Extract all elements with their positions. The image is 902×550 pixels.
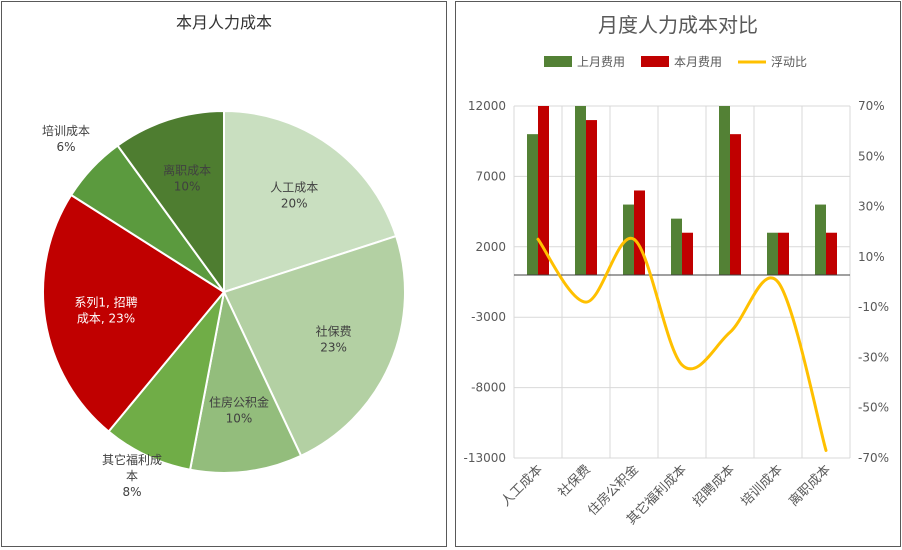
bar-chart-panel: 月度人力成本对比 上月费用 本月费用 浮动比 12000 7000 2000 -3000 -… xyxy=(455,1,901,547)
bar-this-month xyxy=(538,106,549,275)
pie-data-label: 人工成本 xyxy=(270,180,318,194)
legend-label: 本月费用 xyxy=(674,55,722,69)
category-label: 离职成本 xyxy=(786,462,834,510)
pie-chart: 本月人力成本 人工成本 20% 社保费 23% 住房公积金 10% 其它福利成本 8% 系列1,… xyxy=(42,13,406,499)
bar-this-month xyxy=(682,232,693,275)
pie-data-label: 6% xyxy=(56,140,75,154)
bar-prev-month xyxy=(767,232,778,275)
pie-data-label: 社保费 xyxy=(316,323,352,338)
right-axis-tick-label: -50% xyxy=(858,401,889,415)
bar-this-month xyxy=(634,190,645,275)
pie-slice xyxy=(223,109,398,294)
bar-this-month xyxy=(730,134,741,275)
category-label: 培训成本 xyxy=(738,462,786,510)
bar-prev-month xyxy=(575,106,586,275)
left-axis-tick-label: 2000 xyxy=(475,240,506,254)
category-label: 人工成本 xyxy=(498,462,545,509)
right-axis-tick-label: -70% xyxy=(858,451,889,465)
pie-data-label: 10% xyxy=(226,412,253,426)
ratio-line xyxy=(536,236,828,452)
pie-data-label: 8% xyxy=(122,485,141,499)
pie-slice xyxy=(107,291,225,471)
right-axis-tick-label: -30% xyxy=(858,350,889,364)
pie-data-label: 10% xyxy=(174,179,201,193)
pie-data-label: 住房公积金 xyxy=(209,395,269,410)
right-axis-tick-label: 10% xyxy=(858,250,885,264)
pie-chart-panel: 本月人力成本 人工成本 20% 社保费 23% 住房公积金 10% 其它福利成本 8% 系列1,… xyxy=(1,1,447,547)
legend-item: 上月费用 xyxy=(544,55,625,69)
pie-data-label: 20% xyxy=(281,196,308,210)
pie-data-label: 离职成本 xyxy=(163,162,211,177)
pie-slice xyxy=(188,288,303,474)
pie-slice xyxy=(42,193,226,433)
pie-data-label: 系列1, 招聘 xyxy=(74,296,137,310)
category-label: 招聘成本 xyxy=(690,462,737,509)
left-axis-tick-label: 7000 xyxy=(475,169,506,183)
category-label: 社保费 xyxy=(555,462,594,501)
legend-item: 浮动比 xyxy=(738,55,807,69)
bar-prev-month xyxy=(815,204,826,275)
right-axis-tick-label: 50% xyxy=(858,149,885,163)
pie-data-label: 23% xyxy=(320,340,347,354)
bar-chart-title: 月度人力成本对比 xyxy=(598,13,758,37)
left-axis-tick-label: -13000 xyxy=(463,451,506,465)
bar-prev-month xyxy=(527,134,538,275)
right-axis-tick-label: -10% xyxy=(858,300,889,314)
pie-chart-title: 本月人力成本 xyxy=(176,13,272,32)
bar-prev-month xyxy=(719,106,730,275)
pie-data-label: 成本, 23% xyxy=(77,312,135,326)
combo-chart: 月度人力成本对比 上月费用 本月费用 浮动比 12000 7000 2000 -3000 -… xyxy=(463,13,889,528)
left-axis-tick-label: -3000 xyxy=(471,310,506,324)
left-axis-tick-label: -8000 xyxy=(471,381,506,395)
pie-data-label: 其它福利成 xyxy=(102,452,162,467)
legend-label: 上月费用 xyxy=(577,55,625,69)
right-axis-tick-label: 70% xyxy=(858,99,885,113)
pie-slice xyxy=(222,234,406,458)
legend-swatch xyxy=(641,56,669,67)
bar-prev-month xyxy=(671,218,682,275)
pie-data-label: 本 xyxy=(126,469,138,483)
pie-data-label: 培训成本 xyxy=(42,123,90,138)
legend-item: 本月费用 xyxy=(641,55,722,69)
legend-swatch xyxy=(544,56,572,67)
left-axis-tick-label: 12000 xyxy=(468,99,506,113)
right-axis-tick-label: 30% xyxy=(858,200,885,214)
bar-this-month xyxy=(778,232,789,275)
legend-label: 浮动比 xyxy=(771,55,807,69)
bar-this-month xyxy=(586,120,597,275)
bar-this-month xyxy=(826,232,837,275)
pie-slice xyxy=(116,109,225,296)
